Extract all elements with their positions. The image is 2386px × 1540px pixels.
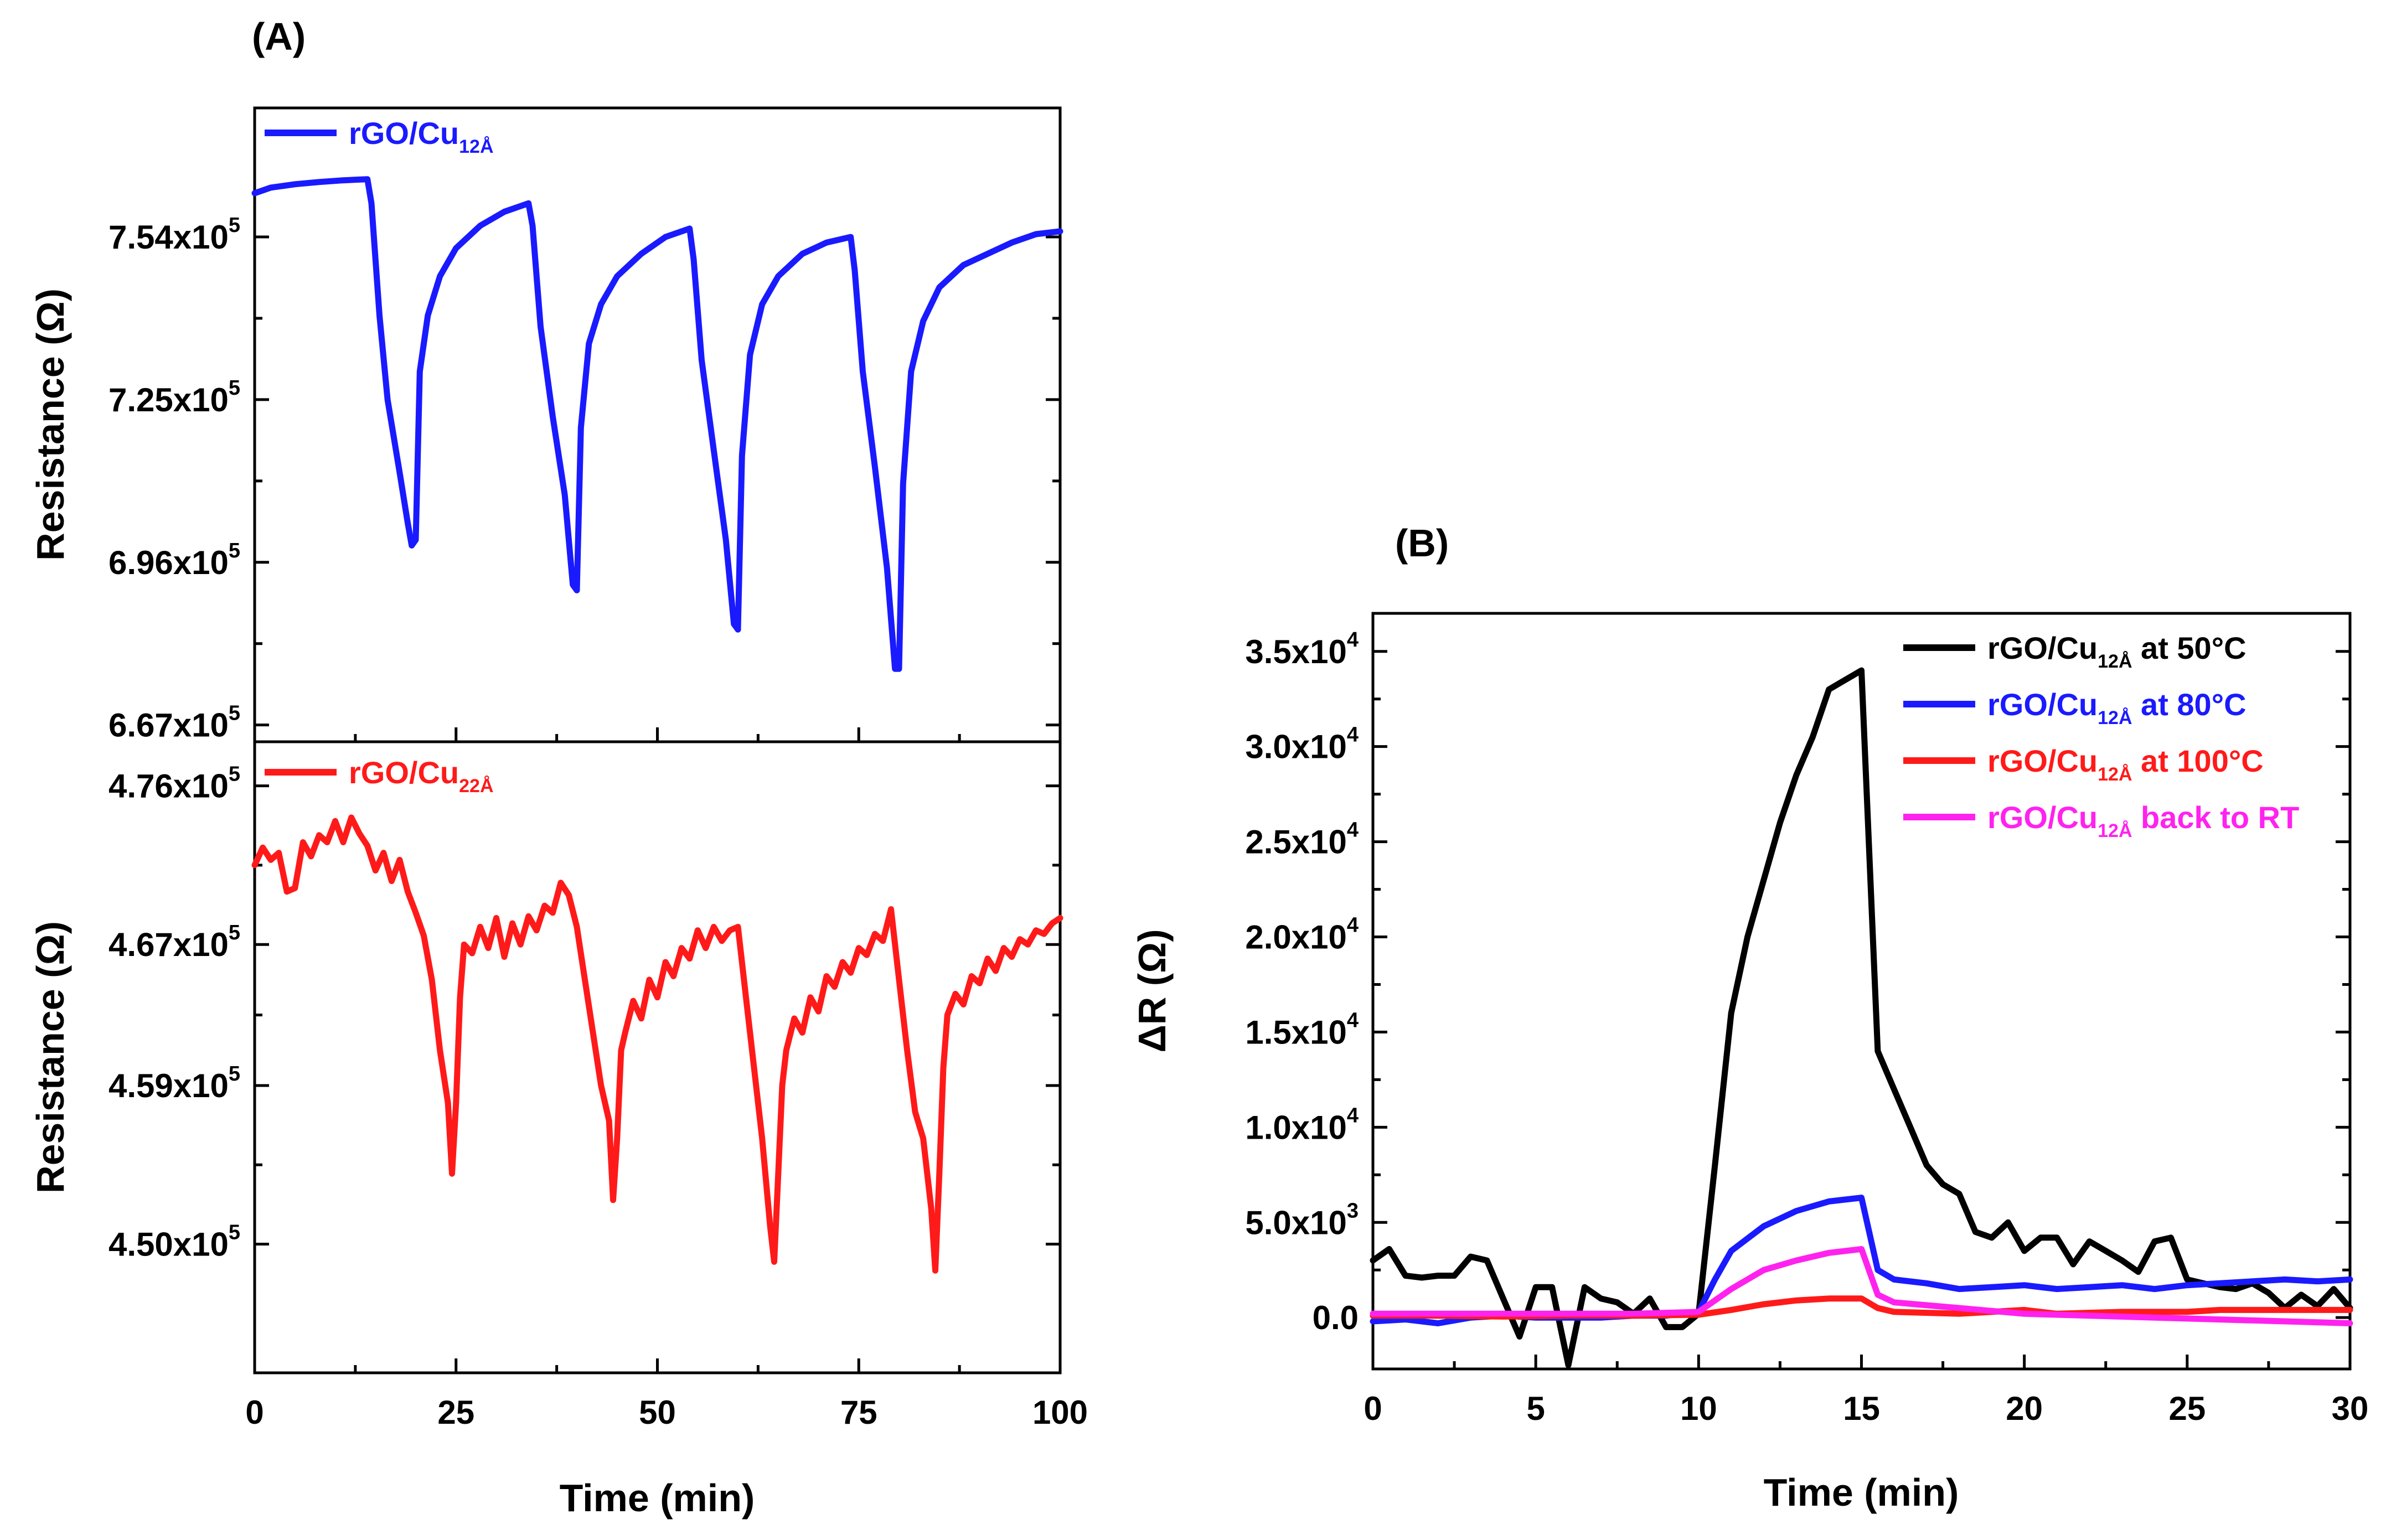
panel-a-bottom-legend: rGO/Cu22Å (265, 755, 494, 797)
y-tick-label: 7.54x105 (109, 214, 240, 256)
x-tick-label: 15 (1843, 1390, 1880, 1427)
y-tick-label: 6.96x105 (109, 539, 240, 581)
y-tick-label: 2.5x104 (1245, 819, 1359, 861)
panel-a-bottom-y-tick-labels: 4.50x105 4.59x105 4.67x105 4.76x105 (109, 763, 240, 1263)
x-tick-label: 30 (2332, 1390, 2369, 1427)
panel-b-x-axis-title: Time (min) (1764, 1471, 1959, 1514)
y-tick-label: 3.0x104 (1245, 724, 1359, 766)
x-tick-label: 0 (1364, 1390, 1382, 1427)
panel-b-y-axis-title: ΔR (Ω) (1130, 929, 1174, 1052)
y-tick-label: 4.76x105 (109, 763, 240, 805)
panel-b-ticks (1371, 650, 2352, 1369)
panel-b-plot: 0.0 5.0x103 1.0x104 1.5x104 2.0x104 2.5x104 3.… (1130, 612, 2368, 1514)
series-line (251, 814, 1063, 1274)
y-tick-label: 3.5x104 (1245, 628, 1359, 670)
panel-a-top-frame (253, 106, 1062, 743)
panel-a-top-legend: rGO/Cu12Å (265, 116, 494, 157)
x-tick-label: 25 (2168, 1390, 2206, 1427)
panel-b-legend: rGO/Cu12Å at 50°C rGO/Cu12Å at 80°C rGO/Cu… (1903, 631, 2299, 841)
x-tick-label: 20 (2006, 1390, 2043, 1427)
y-tick-label: 7.25x105 (109, 376, 240, 418)
x-tick-label: 10 (1680, 1390, 1717, 1427)
y-tick-label: 1.5x104 (1245, 1009, 1359, 1051)
legend-label: rGO/Cu22Å (349, 755, 494, 797)
panel-a-top-y-tick-labels: 6.67x105 6.96x105 7.25x105 7.54x105 (109, 214, 240, 744)
y-tick-label: 1.0x104 (1245, 1104, 1359, 1146)
panel-b-y-tick-labels: 0.0 5.0x103 1.0x104 1.5x104 2.0x104 2.5x104 3.… (1245, 628, 1359, 1336)
y-tick-label: 6.67x105 (109, 702, 240, 744)
panel-a-top-y-axis-title: Resistance (Ω) (29, 288, 72, 561)
y-tick-label: 2.0x104 (1245, 914, 1359, 956)
y-tick-label: 4.59x105 (109, 1062, 240, 1104)
panel-a-top-ticks (253, 235, 1062, 742)
legend-label: rGO/Cu12Å (349, 116, 494, 157)
y-tick-label: 5.0x103 (1245, 1199, 1359, 1241)
legend-label: rGO/Cu12Å at 100°C (1987, 743, 2264, 785)
panel-a-bottom-series (251, 814, 1063, 1274)
x-tick-label: 75 (840, 1394, 877, 1431)
x-tick-label: 0 (245, 1394, 264, 1431)
panel-a-bottom-y-axis-title: Resistance (Ω) (29, 921, 72, 1193)
series-line (251, 176, 1063, 672)
panel-a-bottom-plot: 4.50x105 4.59x105 4.67x105 4.76x105 0 25 50 75… (29, 740, 1088, 1520)
panel-b-label: (B) (1395, 521, 1449, 565)
legend-label: rGO/Cu12Å at 80°C (1987, 687, 2246, 728)
legend-label: rGO/Cu12Å at 50°C (1987, 631, 2246, 672)
x-tick-label: 50 (639, 1394, 676, 1431)
x-tick-label: 25 (437, 1394, 474, 1431)
panel-a-top-series (251, 176, 1063, 672)
panel-a-bottom-ticks (253, 784, 1062, 1373)
panel-a-x-axis-title: Time (min) (560, 1476, 755, 1520)
y-tick-label: 4.50x105 (109, 1221, 240, 1263)
panel-a-bottom-x-tick-labels: 0 25 50 75 100 (245, 1394, 1088, 1431)
x-tick-label: 5 (1526, 1390, 1545, 1427)
series-line (1370, 1246, 2353, 1326)
series-line (1370, 1195, 2353, 1326)
series-line (1370, 667, 2353, 1368)
panel-b-x-tick-labels: 0 5 10 15 20 25 30 (1364, 1390, 2368, 1427)
panel-a-label: (A) (252, 15, 306, 58)
panel-a-bottom-frame (253, 740, 1062, 1374)
x-tick-label: 100 (1032, 1394, 1088, 1431)
panel-b-series (1370, 667, 2353, 1368)
legend-label: rGO/Cu12Å back to RT (1987, 800, 2299, 841)
y-tick-label: 0.0 (1313, 1299, 1359, 1336)
y-tick-label: 4.67x105 (109, 921, 240, 963)
panel-a-top-plot: 6.67x105 6.96x105 7.25x105 7.54x105 rGO/Cu1… (29, 106, 1063, 744)
